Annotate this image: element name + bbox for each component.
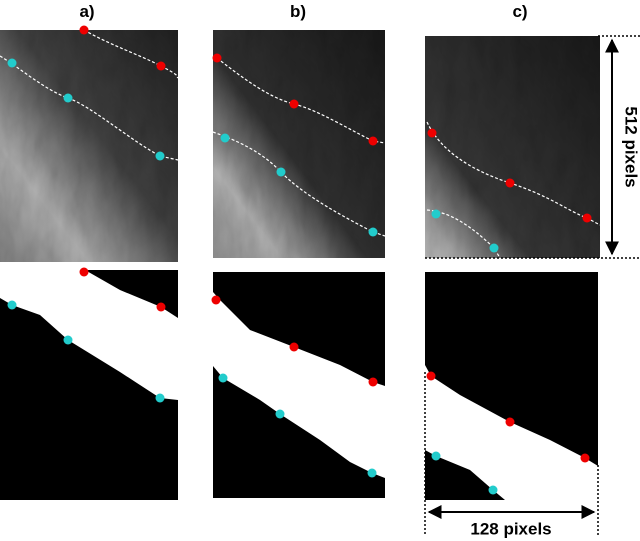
width-dimension: 128 pixels bbox=[424, 372, 599, 538]
height-dimension: 512 pixels bbox=[425, 35, 640, 259]
dimension-label: 128 pixels bbox=[470, 519, 551, 538]
panel-label: b) bbox=[290, 2, 306, 21]
ultrasound-image bbox=[212, 30, 386, 258]
panel-label: c) bbox=[512, 2, 527, 21]
ultrasound-image bbox=[0, 25, 179, 262]
segmentation-mask bbox=[425, 272, 598, 500]
panel-label: a) bbox=[79, 2, 94, 21]
ultrasound-image bbox=[425, 36, 601, 259]
segmentation-mask bbox=[211, 272, 385, 498]
segmentation-mask bbox=[0, 267, 178, 500]
dimension-label: 512 pixels bbox=[622, 106, 640, 187]
